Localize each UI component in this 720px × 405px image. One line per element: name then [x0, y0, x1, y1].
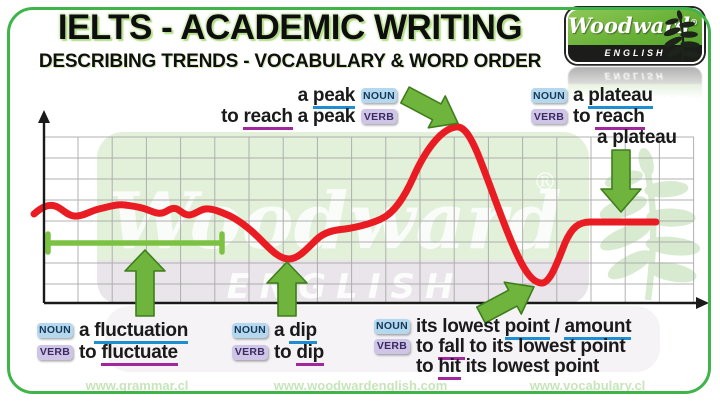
- label-plateau: NOUN a plateau VERB to reach a plateau: [531, 85, 677, 148]
- lowest-verb-text-line2: to hit its lowest point: [416, 355, 599, 380]
- verb-badge: VERB: [37, 344, 73, 360]
- watermark-logo-background: [97, 132, 589, 304]
- logo-english-band: ENGLISH: [568, 45, 702, 62]
- dip-verb-text: to dip: [274, 341, 324, 366]
- lowest-noun-text: its lowest point / amount: [416, 315, 632, 340]
- footer-link-vocabulary[interactable]: www.vocabulary.cl: [529, 378, 646, 393]
- verb-badge: VERB: [531, 109, 567, 124]
- noun-badge: NOUN: [374, 318, 410, 334]
- svg-text:®: ®: [533, 168, 557, 196]
- lowest-point-arrow-icon: [475, 281, 535, 324]
- fluctuation-arrow-icon: [124, 249, 166, 317]
- fluctuation-range-bracket: [45, 231, 225, 255]
- peak-verb-text: to reach a peak: [221, 106, 355, 130]
- label-peak: a peak NOUN to reach a peak VERB: [221, 85, 397, 130]
- pointer-arrows: [124, 86, 642, 324]
- page-subtitle: DESCRIBING TRENDS - VOCABULARY & WORD OR…: [38, 51, 542, 72]
- plateau-arrow-icon: [600, 149, 642, 213]
- dip-arrow-icon: [266, 261, 308, 317]
- trend-curve: [30, 123, 660, 287]
- peak-arrow-icon: [399, 86, 459, 129]
- verb-badge: VERB: [374, 338, 410, 354]
- dip-noun-text: a dip: [274, 319, 317, 344]
- lowest-verb-text: to fall to its lowest point: [416, 335, 626, 360]
- woodward-english-logo: Woodward® ENGLISH: [566, 8, 704, 64]
- label-fluctuation: NOUN a fluctuation VERB to fluctuate: [37, 319, 188, 366]
- verb-badge: VERB: [232, 344, 268, 360]
- footer-link-woodwardenglish[interactable]: www.woodwardenglish.com: [273, 378, 448, 393]
- footer-link-grammar[interactable]: www.grammar.cl: [85, 378, 189, 393]
- chart-grid: [44, 136, 695, 303]
- x-axis-arrow-icon: [696, 297, 709, 309]
- noun-badge: NOUN: [37, 322, 73, 338]
- y-axis-arrow-icon: [38, 110, 50, 123]
- label-dip: NOUN a dip VERB to dip: [232, 319, 324, 366]
- noun-badge: NOUN: [361, 88, 397, 103]
- plateau-noun-text: a plateau: [573, 85, 653, 109]
- fluctuation-verb-text: to fluctuate: [79, 341, 178, 366]
- plateau-verb-text: to reach: [573, 106, 645, 130]
- noun-badge: NOUN: [232, 322, 268, 338]
- label-lowest-point: NOUN its lowest point / amount VERB to f…: [374, 315, 632, 380]
- noun-badge: NOUN: [531, 88, 567, 103]
- page-title: IELTS - ACADEMIC WRITING: [57, 8, 523, 47]
- svg-text:ENGLISH: ENGLISH: [227, 267, 464, 307]
- plateau-verb-text-line2: a plateau: [597, 127, 677, 148]
- fern-icon: [663, 10, 700, 62]
- verb-badge: VERB: [361, 109, 397, 124]
- peak-noun-text: a peak: [298, 85, 355, 109]
- fluctuation-noun-text: a fluctuation: [79, 319, 188, 344]
